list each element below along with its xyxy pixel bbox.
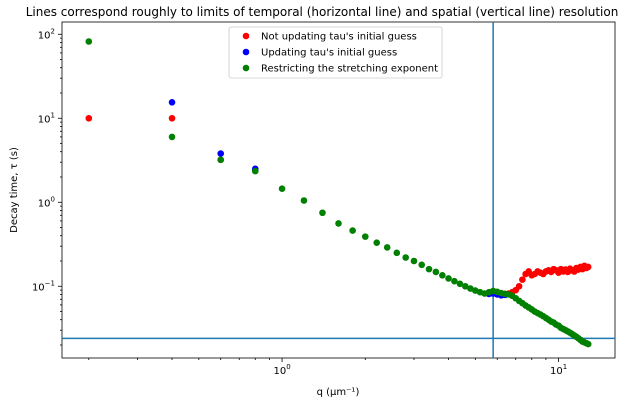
y-tick-label: 100: [38, 195, 55, 209]
data-point: [251, 167, 259, 175]
tick-exponent: 2: [51, 27, 55, 35]
tick-exponent: 0: [286, 363, 290, 371]
data-point: [362, 233, 369, 240]
tick-base: 10: [38, 198, 51, 209]
data-point: [402, 254, 410, 261]
data-point: [383, 244, 391, 251]
legend: Not updating tau's initial guess Updating…: [228, 26, 443, 79]
y-tick-label: 10−1: [32, 279, 55, 293]
data-points: [85, 38, 592, 348]
data-point: [425, 265, 433, 273]
data-point: [85, 38, 93, 45]
data-point: [439, 272, 446, 279]
x-tick-label: 100: [273, 363, 290, 377]
data-point: [168, 98, 176, 106]
data-point: [373, 239, 381, 247]
series-3: [85, 38, 592, 348]
data-point: [584, 340, 592, 348]
legend-label: Restricting the stretching exponent: [261, 64, 438, 75]
data-point: [445, 275, 452, 282]
tick-base: 10: [550, 366, 563, 377]
data-point: [168, 114, 176, 122]
data-point: [349, 227, 356, 234]
data-point: [462, 282, 469, 290]
y-tick-label: 101: [38, 111, 55, 125]
data-point: [418, 261, 426, 269]
y-tick-label: 102: [38, 27, 55, 41]
tick-exponent: 1: [563, 363, 567, 371]
tick-exponent: 0: [51, 195, 55, 203]
data-point: [300, 197, 308, 204]
data-point: [432, 268, 440, 276]
legend-label: Updating tau's initial guess: [261, 48, 397, 59]
data-point: [217, 156, 225, 164]
data-point: [584, 263, 592, 271]
reference-lines: [62, 22, 615, 358]
legend-marker: [242, 32, 250, 40]
data-point: [335, 220, 342, 227]
tick-base: 10: [38, 114, 51, 125]
y-axis-label: Decay time, τ (s): [9, 147, 20, 233]
legend-label: Not updating tau's initial guess: [261, 32, 417, 43]
tick-base: 10: [38, 30, 51, 41]
tick-base: 10: [32, 282, 45, 293]
data-point: [519, 276, 526, 283]
tick-exponent: −1: [45, 279, 55, 287]
legend-box: [228, 26, 443, 79]
data-point: [451, 277, 458, 285]
x-axis-ticks: 100 101: [88, 358, 567, 377]
data-point: [85, 114, 93, 122]
legend-marker: [242, 64, 250, 72]
data-point: [319, 209, 326, 217]
data-point: [168, 133, 176, 141]
data-point: [278, 185, 286, 193]
tick-exponent: 1: [51, 111, 55, 119]
data-point: [217, 150, 225, 157]
x-axis-label: q (μm⁻¹): [317, 387, 360, 398]
legend-marker: [242, 48, 250, 56]
data-point: [515, 282, 523, 290]
data-point: [393, 249, 401, 257]
x-tick-label: 101: [550, 363, 567, 377]
chart-title: Lines correspond roughly to limits of te…: [26, 5, 619, 19]
tick-base: 10: [273, 366, 286, 377]
data-point: [456, 280, 464, 288]
data-point: [410, 257, 418, 265]
